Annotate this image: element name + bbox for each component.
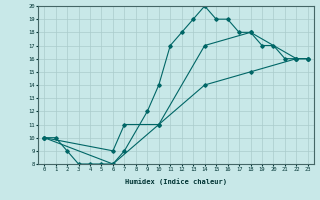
X-axis label: Humidex (Indice chaleur): Humidex (Indice chaleur) <box>125 178 227 185</box>
